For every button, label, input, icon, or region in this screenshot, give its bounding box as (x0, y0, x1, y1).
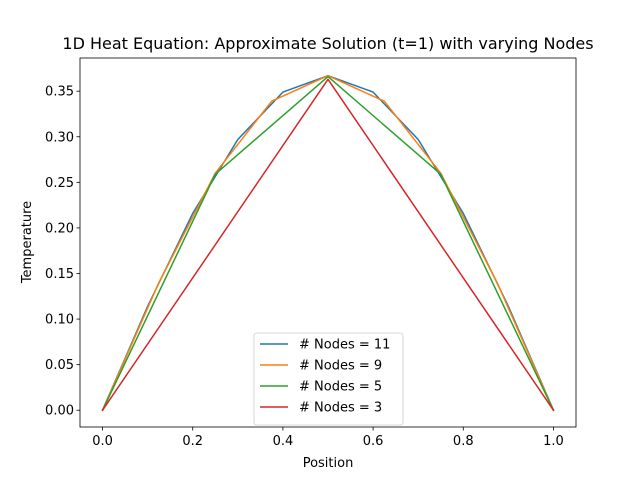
legend: # Nodes = 11 # Nodes = 9 # Nodes = 5 # Node… (253, 332, 404, 426)
x-axis: 0.0 0.2 0.4 0.6 0.8 1.0 (92, 427, 564, 449)
y-tick-label: 0.10 (45, 313, 74, 328)
chart-title: 1D Heat Equation: Approximate Solution (… (62, 34, 593, 53)
plot-area (101, 74, 555, 412)
x-tick-label: 0.2 (182, 434, 203, 449)
legend-label: # Nodes = 11 (299, 338, 390, 353)
y-tick-label: 0.35 (45, 85, 74, 100)
y-axis: 0.00 0.05 0.10 0.15 0.20 0.25 0.30 0.35 (45, 85, 80, 419)
x-tick-label: 0.0 (92, 434, 113, 449)
y-tick-label: 0.25 (45, 176, 74, 191)
x-tick-label: 0.6 (363, 434, 384, 449)
x-tick-label: 0.4 (273, 434, 294, 449)
y-tick-label: 0.15 (45, 267, 74, 282)
y-tick-label: 0.00 (45, 404, 74, 419)
series-line-3 (101, 75, 555, 412)
x-tick-label: 1.0 (543, 434, 564, 449)
legend-label: # Nodes = 3 (299, 401, 382, 416)
y-tick-label: 0.30 (45, 130, 74, 145)
legend-label: # Nodes = 5 (299, 380, 382, 395)
plot-frame (79, 57, 577, 428)
series-line-2 (101, 74, 555, 412)
x-tick-label: 0.8 (453, 434, 474, 449)
x-axis-title: Position (303, 456, 354, 471)
y-tick-label: 0.20 (45, 221, 74, 236)
series-line-4 (101, 78, 555, 412)
legend-label: # Nodes = 9 (299, 359, 382, 374)
legend-box (253, 332, 404, 426)
y-axis-title: Temperature (20, 201, 35, 284)
y-tick-label: 0.05 (45, 358, 74, 373)
